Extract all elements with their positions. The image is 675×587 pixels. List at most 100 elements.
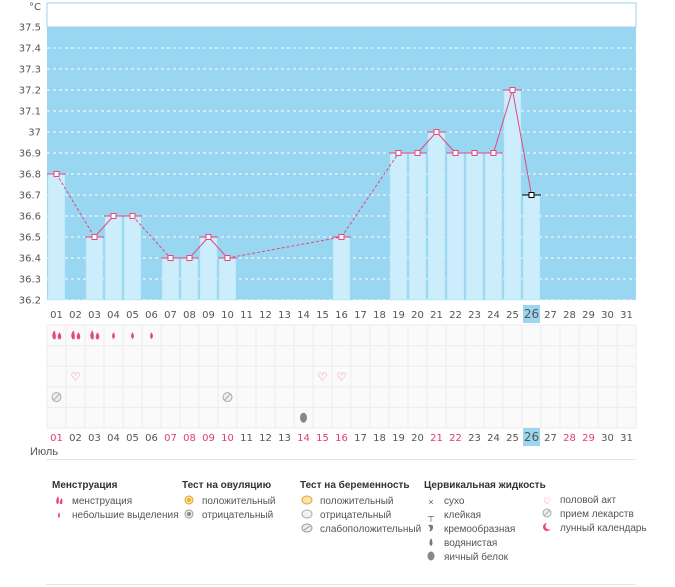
today-highlight	[523, 428, 540, 446]
light-discharge-icon	[112, 332, 115, 340]
legend-ovulation-title: Тест на овуляцию	[182, 480, 272, 491]
temp-bar	[522, 194, 541, 301]
legend-pregnancy: Тест на беременность положительный отриц…	[300, 480, 421, 537]
temp-bar	[218, 257, 237, 301]
day-label-bottom: 24	[487, 433, 500, 444]
legend-label: положительный	[320, 496, 394, 507]
pregnancy-positive-icon	[300, 495, 314, 509]
temp-point	[452, 150, 459, 156]
menstruation-icon	[57, 332, 62, 340]
y-unit-label: °C	[29, 2, 41, 13]
legend-label: отрицательный	[320, 510, 392, 521]
menstruation-icon	[52, 330, 56, 340]
day-label-top: 16	[335, 310, 348, 321]
temp-bar	[123, 215, 142, 301]
legend-ovulation: Тест на овуляцию положительный отрицател…	[182, 480, 275, 523]
symptom-grid	[47, 325, 636, 428]
pregnancy-weak-icon	[300, 523, 314, 537]
legend-label: половой акт	[560, 495, 617, 506]
day-label-bottom: 15	[316, 433, 329, 444]
temp-bar	[465, 152, 484, 301]
legend-item: ♡ половой акт	[540, 494, 647, 508]
day-label-top: 21	[430, 310, 443, 321]
temp-point	[129, 213, 136, 219]
temp-point	[471, 150, 478, 156]
day-label-bottom: 23	[468, 433, 481, 444]
day-label-top: 20	[411, 310, 424, 321]
light-discharge-icon	[52, 509, 66, 523]
temp-point	[528, 192, 535, 198]
medication-icon	[540, 508, 554, 522]
temp-point	[186, 255, 193, 261]
temp-point	[53, 171, 60, 177]
legend-cervical: Цервикальная жидкость × сухо ┬ клейкая кре…	[424, 480, 546, 565]
legend-item: ┬ клейкая	[424, 509, 546, 523]
day-label-bottom: 27	[544, 433, 557, 444]
day-label-bottom: 13	[278, 433, 291, 444]
legend-label: положительный	[202, 496, 276, 507]
legend-item: положительный	[300, 495, 421, 509]
bbt-chart: 37.5 37.4 37.3 37.2 37.1 37 36.9 36.8 36.7 36.6 36…	[19, 2, 637, 446]
temp-bar	[389, 152, 408, 301]
temp-point	[224, 255, 231, 261]
day-label-bottom: 12	[259, 433, 272, 444]
day-label-top: 31	[620, 310, 633, 321]
day-label-top: 06	[145, 310, 158, 321]
temp-line-segment	[341, 152, 399, 238]
temp-point	[338, 234, 345, 240]
day-label-top: 14	[297, 310, 310, 321]
dry-icon: ×	[428, 497, 434, 507]
legend-item: положительный	[182, 495, 275, 509]
legend-menstruation: Менструация менструация небольшие выделе…	[52, 480, 179, 523]
day-label-top: 27	[544, 310, 557, 321]
temp-point	[395, 150, 402, 156]
y-tick-label: 36.3	[19, 275, 41, 286]
legend-cervical-title: Цервикальная жидкость	[424, 480, 546, 491]
egg-white-icon	[300, 412, 307, 423]
y-tick-label: 36.5	[19, 233, 41, 244]
y-tick-label: 36.9	[19, 149, 41, 160]
menstruation-icon	[90, 330, 94, 340]
day-label-bottom: 02	[69, 433, 82, 444]
legend-menstruation-title: Менструация	[52, 480, 118, 491]
legend-label: менструация	[72, 496, 133, 507]
y-tick-label: 36.4	[19, 254, 41, 265]
legend-pregnancy-title: Тест на беременность	[300, 480, 410, 491]
day-label-top: 05	[126, 310, 139, 321]
day-label-bottom: 14	[297, 433, 310, 444]
y-tick-label: 37.3	[19, 65, 41, 76]
light-discharge-icon	[131, 332, 134, 340]
day-label-bottom: 07	[164, 433, 177, 444]
day-label-bottom: 03	[88, 433, 101, 444]
day-label-bottom: 20	[411, 433, 424, 444]
day-label-bottom: 22	[449, 433, 462, 444]
legend-label: лунный календарь	[560, 523, 647, 534]
intercourse-icon: ♡	[337, 372, 347, 384]
legend-item: водянистая	[424, 537, 546, 551]
day-label-bottom: 11	[240, 433, 253, 444]
day-label-bottom: 29	[582, 433, 595, 444]
temp-point	[205, 234, 212, 240]
temp-line-segment	[132, 215, 171, 259]
day-label-top: 24	[487, 310, 500, 321]
ovulation-negative-icon	[182, 509, 196, 523]
day-label-bottom: 04	[107, 433, 120, 444]
plot-top-band	[46, 2, 637, 28]
temp-line-segment	[512, 89, 532, 196]
day-label-top: 28	[563, 310, 576, 321]
legend-label: яичный белок	[444, 552, 509, 563]
legend-item: менструация	[52, 495, 179, 509]
temp-line-segment	[56, 173, 95, 238]
day-label-bottom: 21	[430, 433, 443, 444]
temp-bar	[85, 236, 104, 301]
legend-label: небольшие выделения	[72, 510, 179, 521]
y-tick-label: 37.5	[19, 23, 41, 34]
temp-line-segment	[436, 131, 456, 154]
y-tick-label: 36.6	[19, 212, 41, 223]
legend-label: кремообразная	[444, 524, 516, 535]
temp-point	[167, 255, 174, 261]
temp-bar	[161, 257, 180, 301]
intercourse-icon: ♡	[71, 372, 81, 384]
day-label-top: 15	[316, 310, 329, 321]
day-label-top: 22	[449, 310, 462, 321]
